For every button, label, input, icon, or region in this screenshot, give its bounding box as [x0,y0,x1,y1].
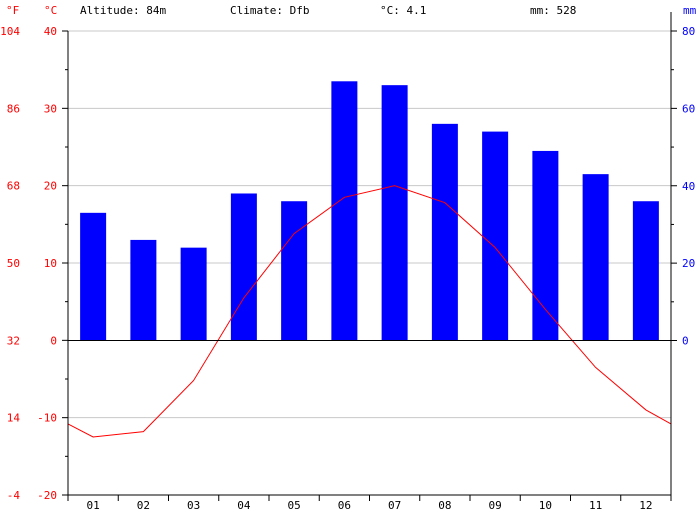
celsius-tick-label: 30 [44,102,57,115]
celsius-tick-label: -20 [37,489,57,502]
precipitation-bar [381,85,408,341]
precipitation-bar [281,201,308,341]
precipitation-bar [431,123,458,341]
mm-tick-label: 20 [682,257,695,270]
temperature-line-path [67,185,672,438]
precipitation-bar [632,201,659,341]
precipitation-bars [80,81,659,341]
precipitation-bar [230,193,257,341]
month-label: 08 [438,499,451,512]
month-label: 12 [639,499,652,512]
month-label: 10 [539,499,552,512]
month-label: 04 [237,499,251,512]
precipitation-bar [130,239,157,341]
celsius-tick-label: 0 [50,334,57,347]
fahrenheit-tick-label: 86 [7,102,20,115]
precipitation-bar [532,150,559,341]
axis-labels: 40 104 30 86 20 68 10 50 0 32 -10 14 -20 -4 80 60 40 20 0 0… [0,25,695,512]
month-label: 06 [338,499,351,512]
precipitation-bar [331,81,358,341]
fahrenheit-tick-label: 104 [0,25,20,38]
precipitation-bar [180,247,207,341]
celsius-tick-label: -10 [37,412,57,425]
celsius-unit-label: °C [44,4,57,17]
month-label: 11 [589,499,602,512]
month-label: 01 [87,499,100,512]
celsius-tick-label: 40 [44,25,57,38]
precipitation-summary-label: mm: 528 [530,4,576,17]
precipitation-bar [482,131,509,341]
mm-unit-label: mm [683,4,697,17]
mm-tick-label: 80 [682,25,695,38]
mm-tick-label: 0 [682,335,689,348]
fahrenheit-unit-label: °F [6,4,19,17]
temperature-summary-label: °C: 4.1 [380,4,426,17]
fahrenheit-tick-label: 32 [7,334,20,347]
fahrenheit-tick-label: 50 [7,257,20,270]
month-label: 07 [388,499,401,512]
month-label: 02 [137,499,150,512]
month-label: 03 [187,499,200,512]
mm-tick-label: 60 [682,102,695,115]
gridlines [68,30,671,419]
mm-tick-label: 40 [682,180,695,193]
fahrenheit-tick-label: -4 [7,489,21,502]
celsius-tick-label: 10 [44,257,57,270]
altitude-label: Altitude: 84m [80,4,166,17]
climate-label: Climate: Dfb [230,4,309,17]
axes [62,12,677,501]
month-label: 09 [489,499,502,512]
precipitation-bar [80,212,107,341]
precipitation-bar [582,174,609,341]
celsius-tick-label: 20 [44,180,57,193]
temperature-line [67,185,672,438]
fahrenheit-tick-label: 68 [7,180,20,193]
fahrenheit-tick-label: 14 [7,412,21,425]
month-label: 05 [288,499,301,512]
